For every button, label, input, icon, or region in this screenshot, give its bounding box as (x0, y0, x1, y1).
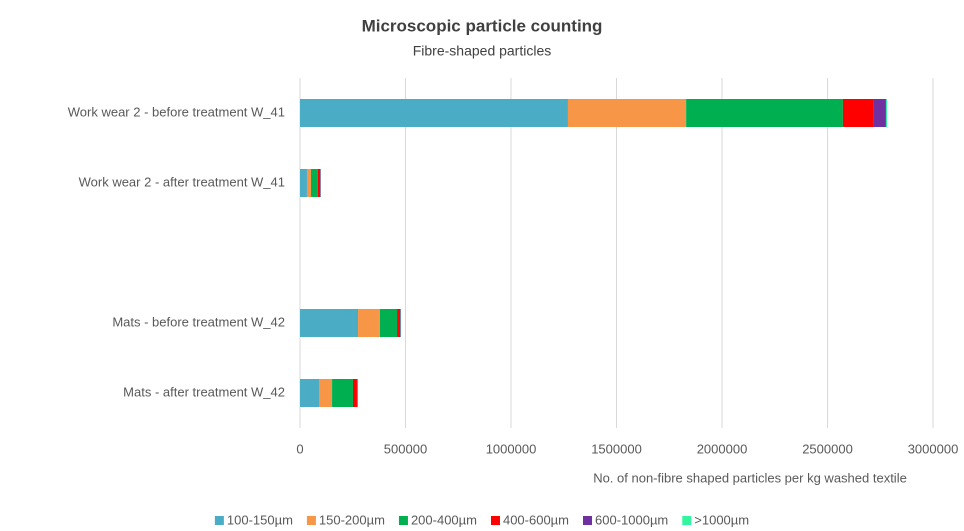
y-tick-label: Work wear 2 - after treatment W_41 (79, 174, 285, 189)
legend-swatch (682, 516, 692, 525)
bar-segment (300, 99, 568, 127)
bar-segment (300, 169, 307, 197)
legend: 100-150µm 150-200µm 200-400µm 400-600µm 600-… (214, 512, 749, 527)
bar-segment (320, 169, 321, 197)
bar-segment (306, 169, 311, 197)
bar-segment (873, 99, 886, 127)
legend-label: >1000µm (694, 512, 749, 527)
x-tick-label: 2500000 (802, 441, 853, 456)
bar-segment (885, 99, 888, 127)
chart-title: Microscopic particle counting (362, 16, 603, 35)
legend-swatch (306, 516, 316, 525)
bar-segment (567, 99, 687, 127)
y-tick-label: Mats - after treatment W_42 (123, 384, 285, 399)
bar-segment (358, 309, 380, 337)
legend-label: 150-200µm (319, 512, 385, 527)
bar-segment (317, 169, 321, 197)
x-tick-label: 1000000 (486, 441, 537, 456)
x-tick-label: 500000 (384, 441, 427, 456)
bar-segment (318, 379, 333, 407)
legend-label: 200-400µm (411, 512, 477, 527)
x-axis-label: No. of non-fibre shaped particles per kg… (593, 470, 907, 485)
y-tick-label: Work wear 2 - before treatment W_41 (68, 104, 285, 119)
bar-segment (397, 309, 401, 337)
legend-label: 600-1000µm (595, 512, 668, 527)
bar-segment (352, 379, 357, 407)
bar-segment (379, 309, 398, 337)
bar-segment (300, 379, 319, 407)
legend-swatch (214, 516, 224, 525)
legend-swatch (490, 516, 500, 525)
chart-subtitle: Fibre-shaped particles (413, 43, 552, 59)
legend-swatch (583, 516, 593, 525)
x-tick-label: 2000000 (697, 441, 748, 456)
bar-segment (686, 99, 843, 127)
bar-segment (400, 309, 401, 337)
x-tick-label: 3000000 (908, 441, 959, 456)
bar-segment (300, 309, 359, 337)
legend-label: 400-600µm (503, 512, 569, 527)
legend-swatch (398, 516, 408, 525)
bar-segment (356, 379, 358, 407)
bar-segment (842, 99, 874, 127)
y-tick-label: Mats - before treatment W_42 (112, 314, 285, 329)
bar-segment (332, 379, 353, 407)
legend-label: 100-150µm (227, 512, 293, 527)
x-tick-label: 1500000 (591, 441, 642, 456)
bar-segment (310, 169, 318, 197)
x-tick-label: 0 (296, 441, 303, 456)
